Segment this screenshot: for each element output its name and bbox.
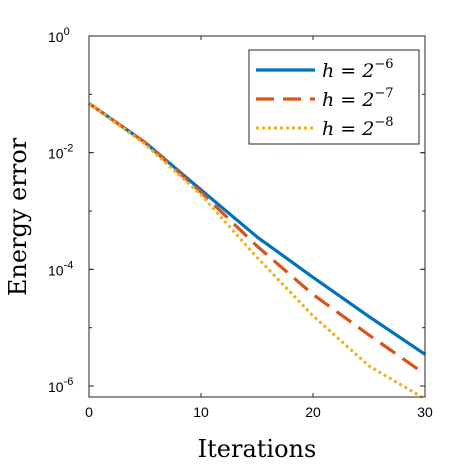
legend: h = 2−6 h = 2−7 h = 2−8 (248, 49, 420, 145)
x-tick-label: 30 (417, 404, 433, 420)
legend-label-2: h = 2−7 (322, 86, 394, 111)
x-axis-label: Iterations (198, 435, 317, 463)
series-line-3 (88, 102, 426, 401)
y-tick-label: 10-2 (48, 143, 73, 162)
y-tick-label: 10-4 (48, 259, 73, 278)
x-tick-label: 10 (193, 404, 209, 420)
y-tick-label: 100 (48, 26, 70, 45)
y-tick-label: 10-6 (48, 376, 73, 395)
series-layer (88, 102, 426, 401)
axes-box (88, 35, 426, 398)
y-axis-label: Energy error (4, 137, 32, 296)
legend-label-1: h = 2−6 (322, 57, 394, 82)
legend-label-3: h = 2−8 (322, 115, 394, 140)
x-tick-label: 0 (85, 404, 93, 420)
axes-layer: 0 10 20 30 100 10-2 10-4 10-6 (48, 26, 433, 420)
legend-box (248, 49, 420, 145)
x-tick-label: 20 (305, 404, 321, 420)
